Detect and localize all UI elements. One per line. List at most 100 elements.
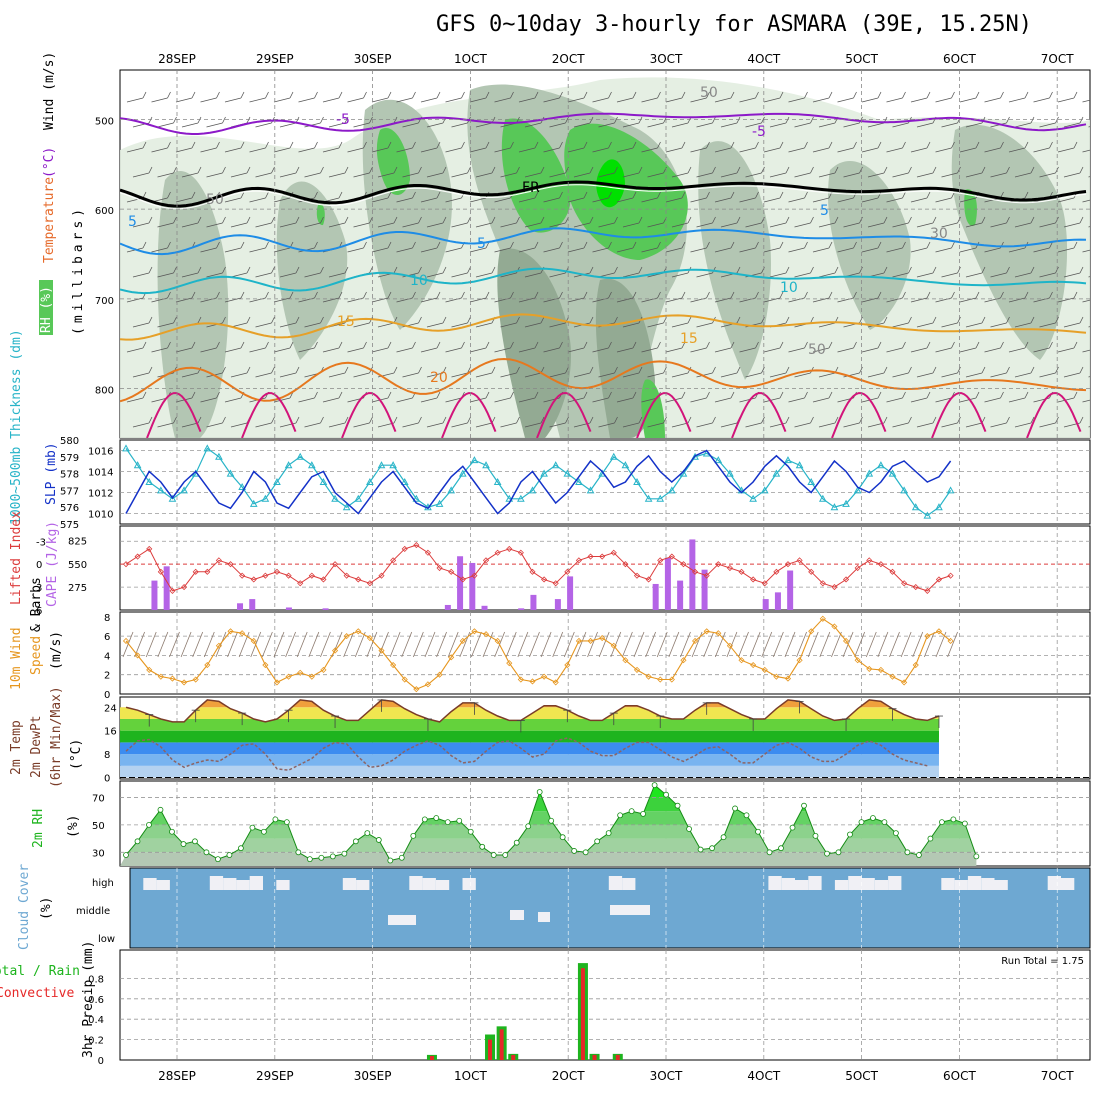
rh2m-point bbox=[548, 817, 555, 824]
wind-barb-feather bbox=[614, 316, 618, 324]
wind-barb-aloft bbox=[543, 247, 560, 253]
wind-barb-feather bbox=[540, 316, 545, 324]
thickness-point bbox=[911, 503, 920, 511]
wind-barb-aloft bbox=[402, 272, 419, 278]
wind-barb-feather bbox=[191, 391, 196, 399]
wind-barb-aloft bbox=[420, 347, 438, 353]
wind-barb-aloft bbox=[451, 172, 468, 178]
wind10m-barb bbox=[668, 631, 680, 658]
temp-line bbox=[125, 699, 940, 723]
wind-barb-aloft bbox=[175, 97, 193, 103]
rh2m-point bbox=[938, 819, 945, 826]
wind-barb-aloft bbox=[665, 347, 683, 353]
wind10m-barb bbox=[784, 631, 796, 658]
thickness-point bbox=[203, 444, 212, 452]
wind-barb-feather bbox=[387, 241, 392, 249]
lifted-point bbox=[250, 576, 257, 583]
thickness-point bbox=[156, 486, 165, 494]
wind-barb-aloft bbox=[910, 97, 928, 103]
wind-barb-feather bbox=[730, 291, 735, 299]
cape-bar bbox=[530, 594, 537, 610]
isotherm-25 bbox=[731, 392, 787, 438]
wind-barb-aloft bbox=[371, 297, 389, 303]
cape-bar bbox=[787, 570, 794, 610]
lifted-point bbox=[819, 580, 826, 587]
wind-barb-feather bbox=[785, 366, 790, 374]
wind-barb-feather bbox=[785, 416, 790, 424]
wind-barb-feather bbox=[142, 341, 147, 349]
wind-barb-aloft bbox=[494, 197, 511, 203]
wind-barb-aloft bbox=[249, 147, 266, 153]
wind10m-point bbox=[297, 669, 304, 676]
wind-barb-aloft bbox=[524, 172, 542, 178]
wind-barb-feather bbox=[883, 266, 888, 274]
rh2m-point bbox=[617, 812, 624, 819]
wind-barb-feather bbox=[926, 241, 931, 249]
wind-barb-aloft bbox=[745, 122, 762, 128]
wind-barb-aloft bbox=[230, 372, 248, 378]
wind-barb-feather bbox=[540, 166, 545, 174]
wind-barb-aloft bbox=[249, 197, 266, 203]
wind-barb-aloft bbox=[298, 397, 315, 403]
wind-barb-aloft bbox=[886, 247, 903, 253]
wind-barb-feather bbox=[926, 291, 931, 299]
wind-barb-feather bbox=[461, 341, 465, 349]
wind-barb-aloft bbox=[837, 97, 854, 103]
wind-barb-feather bbox=[908, 366, 912, 374]
wind-barb-aloft bbox=[420, 297, 438, 303]
rh2m-point bbox=[766, 849, 773, 856]
rh2m-point bbox=[594, 838, 601, 845]
cloud-high-gap bbox=[888, 876, 902, 890]
wind10m-point bbox=[390, 661, 397, 669]
wind10m-barb bbox=[772, 631, 784, 658]
top-date-label: 4OCT bbox=[747, 52, 780, 66]
wind-barb-aloft bbox=[181, 422, 199, 428]
cape-bar bbox=[469, 562, 476, 610]
wind-barb-feather bbox=[687, 316, 692, 324]
cloud-high-gap bbox=[954, 880, 968, 890]
rh2m-point bbox=[881, 819, 888, 826]
wind-barb-feather bbox=[197, 166, 202, 174]
lifted-point bbox=[448, 568, 455, 575]
wind10m-barb bbox=[308, 631, 320, 658]
wind-barb-feather bbox=[338, 191, 343, 199]
wind10m-barb bbox=[645, 631, 656, 658]
wind10m-barb bbox=[157, 631, 169, 658]
wind10m-barb bbox=[854, 631, 866, 658]
isotherm-25 bbox=[636, 392, 692, 438]
wind-barb-feather bbox=[957, 366, 961, 374]
wind-barb-feather bbox=[730, 341, 735, 349]
isotherm-15 bbox=[120, 313, 1087, 341]
wind-barb-aloft bbox=[959, 97, 977, 103]
wind-barb-aloft bbox=[965, 272, 983, 278]
lifted-point bbox=[390, 557, 397, 564]
wind-barb-aloft bbox=[959, 397, 977, 403]
wind-barb-feather bbox=[534, 91, 539, 99]
wind-barb-aloft bbox=[304, 422, 321, 428]
wind-barb-aloft bbox=[518, 297, 536, 303]
wind-barb-feather bbox=[191, 91, 196, 99]
wind-barb-aloft bbox=[959, 247, 977, 253]
wind-barb-aloft bbox=[494, 347, 511, 353]
wind-barb-aloft bbox=[941, 172, 958, 178]
wind-barb-feather bbox=[1073, 141, 1078, 149]
wind-barb-feather bbox=[706, 91, 710, 99]
lifted-point bbox=[122, 561, 130, 568]
wind10m-barb bbox=[587, 631, 598, 658]
wind-barb-feather bbox=[614, 366, 618, 374]
wind-barb-aloft bbox=[573, 222, 591, 228]
cloud-high-gap bbox=[276, 880, 290, 890]
wind-barb-feather bbox=[1024, 191, 1029, 199]
wind-barb-aloft bbox=[255, 422, 272, 428]
wind-barb-feather bbox=[148, 266, 153, 274]
wind-barb-feather bbox=[246, 166, 251, 174]
wind-barb-aloft bbox=[843, 122, 860, 128]
precip-bar-convective bbox=[615, 1054, 620, 1060]
wind-barb-feather bbox=[932, 366, 937, 374]
wind-barb-aloft bbox=[524, 422, 542, 428]
wind-barb-aloft bbox=[788, 97, 805, 103]
thickness-point bbox=[877, 461, 885, 469]
wind-barb-aloft bbox=[206, 172, 223, 178]
lifted-point bbox=[227, 561, 234, 568]
cloud-high-gap bbox=[967, 876, 982, 890]
